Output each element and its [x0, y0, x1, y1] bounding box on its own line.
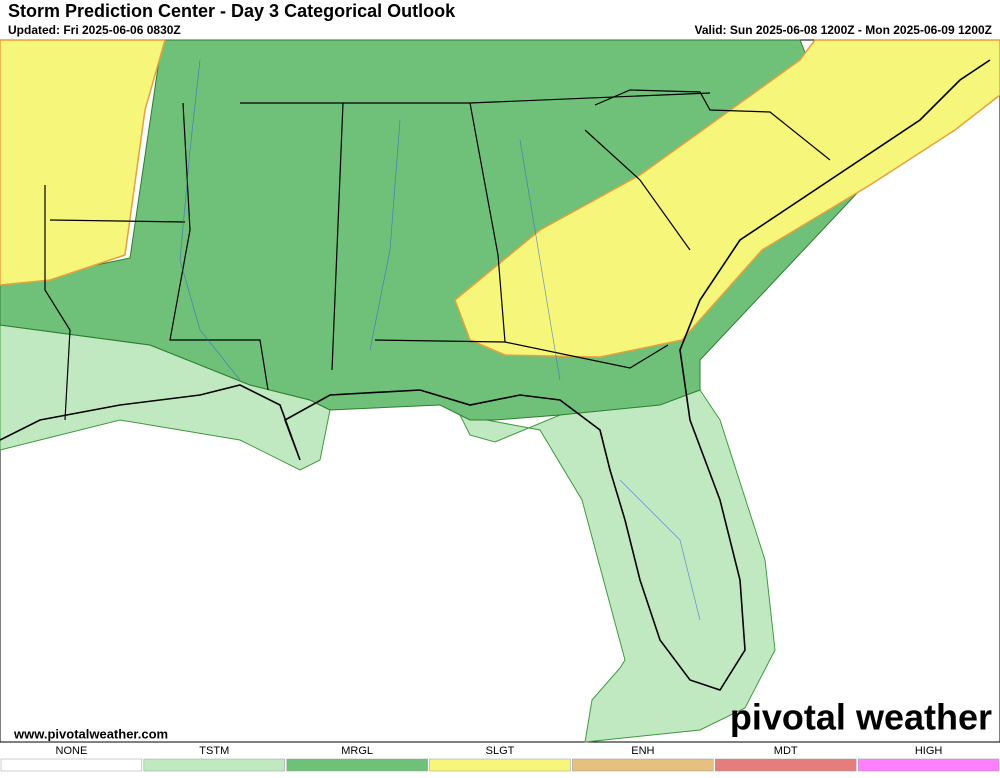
legend-swatch — [715, 758, 857, 772]
legend-swatch — [572, 758, 714, 772]
logo: pivotal weather — [730, 697, 992, 738]
valid: Valid: Sun 2025-06-08 1200Z - Mon 2025-0… — [695, 23, 992, 37]
legend-label: SLGT — [486, 745, 515, 757]
rivers — [179, 59, 701, 621]
coastline — [0, 59, 991, 691]
website: www.pivotalweather.com — [13, 726, 168, 741]
title: Storm Prediction Center - Day 3 Categori… — [8, 1, 456, 21]
slgt-area — [454, 39, 1000, 358]
legend-swatch — [429, 758, 571, 772]
map — [0, 39, 1000, 743]
slgt-area — [0, 39, 166, 286]
legend-swatch — [857, 758, 1000, 772]
legend-swatch — [0, 758, 143, 772]
legend-label: NONE — [56, 745, 88, 757]
legend-label: HIGH — [915, 745, 943, 757]
legend-swatch — [143, 758, 285, 772]
legend-label: TSTM — [199, 745, 229, 757]
legend-label: MRGL — [341, 745, 373, 757]
legend-swatch — [286, 758, 428, 772]
legend-label: MDT — [774, 745, 798, 757]
tstm-area — [459, 389, 776, 743]
state-borders — [44, 89, 831, 421]
updated: Updated: Fri 2025-06-06 0830Z — [8, 23, 181, 37]
legend-label: ENH — [631, 745, 654, 757]
legend: NONE TSTM MRGL SLGT ENH MDT HIGH — [0, 745, 1000, 772]
